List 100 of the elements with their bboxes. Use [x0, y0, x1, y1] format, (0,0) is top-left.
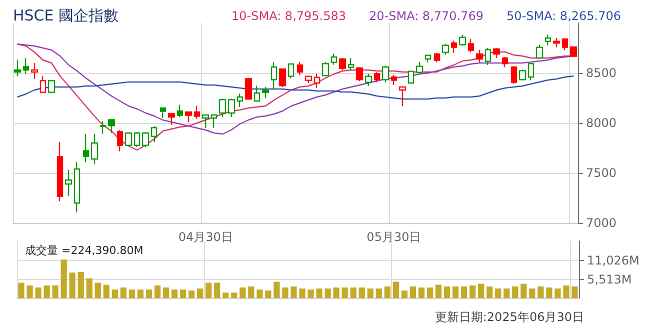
bar: [367, 288, 374, 298]
bar: [358, 287, 365, 298]
bar: [103, 284, 110, 298]
bar: [572, 286, 578, 298]
candlestick: [338, 57, 346, 71]
bar: [26, 285, 33, 298]
bar: [435, 284, 442, 298]
candlestick: [442, 43, 450, 56]
bar: [60, 260, 67, 298]
candlestick: [484, 47, 492, 66]
candlestick: [552, 37, 560, 48]
bar: [546, 287, 552, 298]
candlestick: [510, 66, 518, 84]
candlestick: [304, 76, 312, 84]
candlestick: [278, 68, 286, 88]
candlestick: [64, 169, 72, 196]
bar: [538, 286, 544, 298]
y-tick-label: 7500: [586, 166, 617, 180]
bar: [231, 292, 238, 298]
bar: [486, 286, 493, 298]
y-tick-label: 11,026M: [587, 254, 640, 268]
bar: [529, 288, 536, 298]
bar: [495, 288, 502, 298]
candlestick: [262, 86, 270, 99]
bar: [214, 282, 220, 298]
candlestick: [194, 105, 200, 120]
candlestick: [160, 107, 166, 119]
candlestick: [48, 80, 56, 93]
candlestick: [502, 56, 508, 68]
bar: [342, 287, 348, 298]
bar: [410, 286, 416, 298]
bar: [35, 287, 42, 298]
bar: [137, 290, 144, 298]
candlestick: [476, 49, 484, 63]
candlestick: [150, 126, 158, 143]
bar: [401, 290, 408, 298]
candlestick: [40, 76, 46, 93]
candlestick: [184, 111, 192, 123]
bar: [248, 286, 254, 298]
bar: [282, 287, 288, 298]
text: 50-SMA: 8,265.706: [506, 9, 621, 23]
x-tick-label: 04月30日: [178, 230, 233, 244]
bar: [120, 287, 127, 298]
bar: [290, 286, 297, 298]
candlestick: [202, 114, 210, 129]
candlestick: [124, 132, 132, 147]
bar: [274, 282, 280, 298]
candlestick: [322, 62, 330, 77]
bar: [444, 286, 450, 298]
chart-title: 成交量 =224,390.80M: [25, 244, 144, 257]
candlestick: [450, 40, 458, 54]
bar: [350, 287, 356, 298]
chart-title: HSCE 國企指數: [13, 6, 119, 24]
candlestick: [398, 86, 406, 107]
candlestick: [434, 52, 440, 63]
bar: [299, 288, 306, 298]
bar: [222, 292, 229, 298]
bar: [128, 290, 136, 298]
candlestick: [168, 113, 176, 126]
bar: [504, 288, 510, 298]
candlestick: [348, 57, 354, 70]
bar: [86, 278, 92, 298]
bar: [426, 287, 434, 298]
x-tick-label: 05月30日: [366, 230, 422, 244]
candlestick: [108, 119, 116, 134]
text: 更新日期:2025年06月30日: [434, 310, 584, 324]
candlestick: [390, 74, 398, 86]
candlestick: [458, 34, 466, 46]
bar: [18, 282, 24, 298]
bar: [418, 287, 425, 298]
bar: [316, 288, 322, 298]
candlestick: [374, 72, 380, 83]
candlestick: [314, 73, 320, 89]
candlestick: [296, 61, 304, 76]
candlestick: [14, 59, 22, 77]
bar: [308, 290, 314, 298]
candlestick: [408, 70, 414, 84]
bar: [180, 290, 186, 298]
candlestick: [364, 73, 372, 86]
bar: [44, 285, 50, 298]
candlestick: [210, 114, 218, 129]
line-series: [16, 75, 574, 100]
bar: [52, 285, 58, 298]
bar: [324, 288, 331, 298]
candlestick: [142, 131, 150, 148]
candlestick: [218, 98, 226, 118]
bar: [78, 272, 84, 298]
bar: [206, 282, 212, 298]
candlestick: [176, 104, 184, 118]
candlestick: [228, 98, 236, 118]
bar: [554, 288, 561, 298]
candlestick: [536, 44, 544, 59]
bar: [512, 286, 518, 298]
bar: [69, 272, 76, 298]
candlestick: [56, 141, 64, 202]
candlestick: [330, 53, 338, 66]
candlestick: [74, 161, 80, 213]
bar: [240, 287, 246, 298]
candlestick: [288, 63, 294, 79]
candlestick: [134, 131, 140, 148]
